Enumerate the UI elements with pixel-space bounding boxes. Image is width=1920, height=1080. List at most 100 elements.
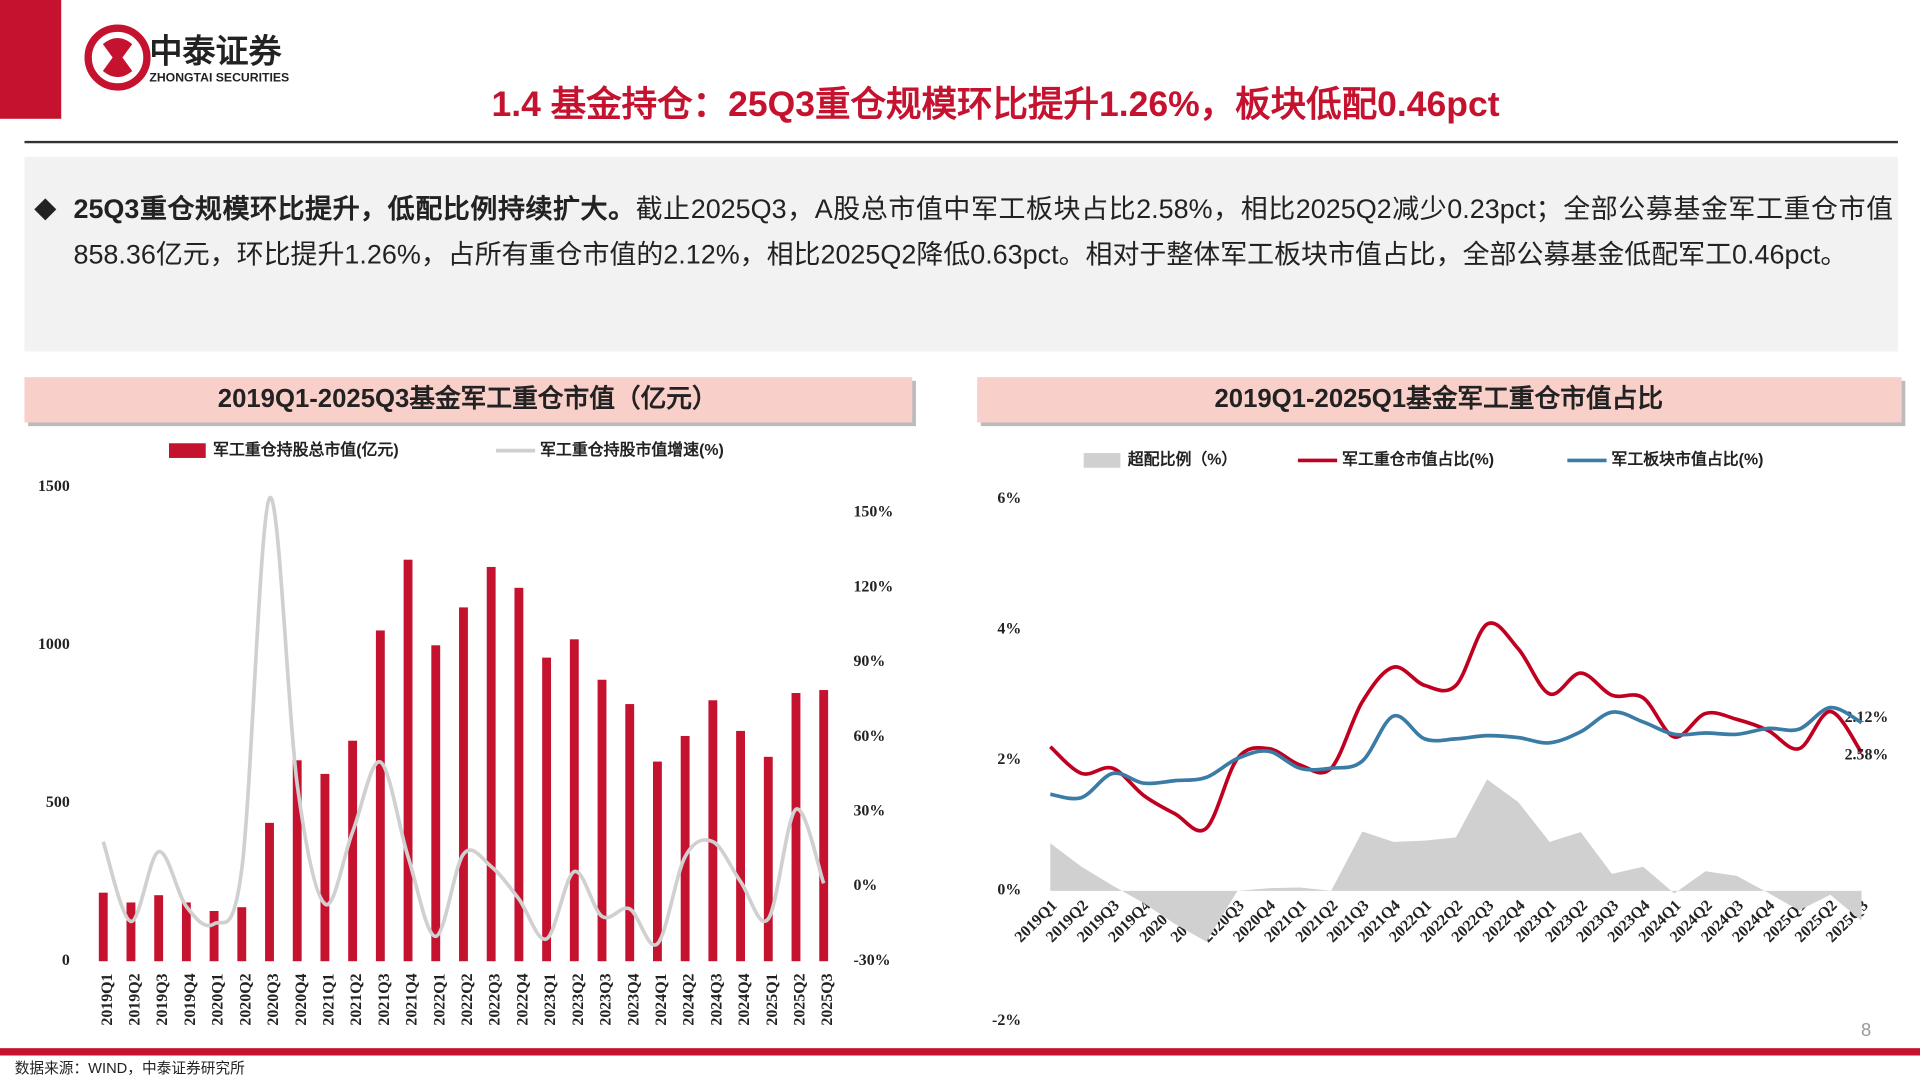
bar [597, 679, 607, 962]
bar [819, 690, 829, 962]
footer-rule [0, 1048, 1920, 1056]
x-tick-label: 2021Q3 [376, 973, 393, 1025]
bar [459, 607, 468, 962]
y-tick-label: 30% [853, 802, 885, 819]
summary-paragraph: 25Q3重仓规模环比提升，低配比例持续扩大。截止2025Q3，A股总市值中军工板… [73, 186, 1893, 277]
bar [653, 761, 662, 962]
legend-label: 军工板块市值占比(%) [1611, 450, 1763, 469]
bar [403, 559, 413, 962]
line [1049, 621, 1864, 833]
bar [486, 566, 496, 962]
bar [292, 760, 302, 962]
x-tick-label: 2022Q1 [431, 973, 448, 1025]
y-tick-label: 6% [997, 490, 1021, 507]
x-tick-label: 2025Q2 [792, 973, 809, 1025]
y-tick-label: 0% [997, 881, 1021, 898]
summary-body: 截止2025Q3，A股总市值中军工板块占比2.58%，相比2025Q2减少0.2… [73, 193, 1894, 270]
data-label: 2.58% [1845, 746, 1889, 763]
bar [569, 639, 579, 962]
y-tick-label: -2% [992, 1012, 1021, 1029]
bar [736, 730, 746, 962]
x-tick-label: 2020Q3 [265, 973, 282, 1025]
logo-mark [102, 37, 133, 78]
bar [791, 693, 801, 962]
chart-title: 2019Q1-2025Q1基金军工重仓市值占比 [1215, 383, 1664, 413]
corner-block [0, 0, 62, 119]
logo-cn: 中泰证券 [149, 34, 282, 71]
x-tick-label: 2023Q3 [598, 973, 615, 1025]
bar [763, 756, 773, 962]
legend-label: 军工重仓市值占比(%) [1342, 450, 1494, 469]
y-tick-label: 1000 [38, 636, 70, 653]
bar [320, 773, 330, 962]
x-tick-label: 2020Q2 [237, 973, 254, 1025]
data-label: 2.12% [1845, 709, 1889, 726]
legend-label: 军工重仓持股市值增速(%) [540, 440, 724, 459]
y-tick-label: 60% [853, 728, 885, 745]
y-tick-label: 500 [46, 794, 70, 811]
chart-title-box [24, 377, 913, 423]
x-tick-label: 2023Q4 [625, 973, 642, 1025]
x-tick-label: 2022Q2 [459, 973, 476, 1025]
x-tick-label: 2019Q3 [154, 973, 171, 1025]
x-tick-label: 2020Q4 [293, 973, 310, 1025]
y-tick-label: 0 [62, 952, 70, 969]
bar [514, 587, 524, 962]
bar [348, 740, 358, 962]
source-note: 数据来源：WIND，中泰证券研究所 [15, 1060, 245, 1077]
bar [431, 645, 441, 962]
x-tick-label: 2019Q1 [99, 973, 116, 1025]
summary-text-box: 25Q3重仓规模环比提升，低配比例持续扩大。截止2025Q3，A股总市值中军工板… [73, 186, 1893, 277]
bullet-diamond [34, 198, 57, 221]
bar [154, 895, 164, 962]
y-tick-label: 0% [853, 877, 877, 894]
x-tick-label: 2019Q2 [127, 973, 144, 1025]
logo-ring [84, 24, 151, 91]
y-tick-label: 120% [853, 578, 893, 595]
x-tick-label: 2024Q3 [708, 973, 725, 1025]
x-tick-label: 2025Q1 [764, 973, 781, 1025]
x-tick-label: 2022Q3 [487, 973, 504, 1025]
line [1049, 705, 1863, 801]
legend-swatch [1083, 453, 1121, 468]
legend-swatch [168, 443, 206, 458]
bar [708, 700, 718, 962]
bar [265, 822, 274, 962]
x-tick-label: 2024Q4 [736, 973, 753, 1025]
y-tick-label: 150% [853, 504, 893, 521]
bar [237, 907, 247, 962]
chart-title: 2019Q1-2025Q3基金军工重仓市值（亿元） [218, 383, 718, 413]
x-tick-label: 2022Q4 [514, 973, 531, 1025]
y-tick-label: 1500 [38, 478, 70, 495]
x-tick-label: 2024Q1 [653, 973, 670, 1025]
y-tick-label: 2% [997, 751, 1021, 768]
x-tick-label: 2021Q4 [404, 973, 421, 1025]
bar [126, 902, 136, 962]
bar [181, 902, 191, 962]
x-tick-label: 2023Q2 [570, 973, 587, 1025]
bar [209, 910, 219, 962]
x-tick-label: 2020Q1 [210, 973, 227, 1025]
bar [625, 704, 635, 962]
slide-title: 1.4 基金持仓：25Q3重仓规模环比提升1.26%，板块低配0.46pct [491, 84, 1499, 124]
bar [375, 630, 385, 962]
x-tick-label: 2019Q4 [182, 973, 199, 1025]
chart-title-box [977, 377, 1902, 423]
x-tick-label: 2024Q2 [681, 973, 698, 1025]
area [1050, 779, 1862, 942]
legend-label: 超配比例（%） [1127, 450, 1238, 469]
summary-box [24, 156, 1898, 352]
x-tick-label: 2025Q3 [819, 973, 836, 1025]
line [101, 496, 826, 947]
x-tick-label: 2021Q1 [320, 973, 337, 1025]
y-tick-label: 4% [997, 621, 1021, 638]
page-number: 8 [1861, 1019, 1871, 1040]
x-tick-label: 2023Q1 [542, 973, 559, 1025]
y-tick-label: -30% [853, 952, 890, 969]
legend-label: 军工重仓持股总市值(亿元) [213, 440, 399, 459]
bar [680, 735, 690, 962]
logo-en: ZHONGTAI SECURITIES [149, 71, 289, 85]
bar [98, 892, 108, 962]
